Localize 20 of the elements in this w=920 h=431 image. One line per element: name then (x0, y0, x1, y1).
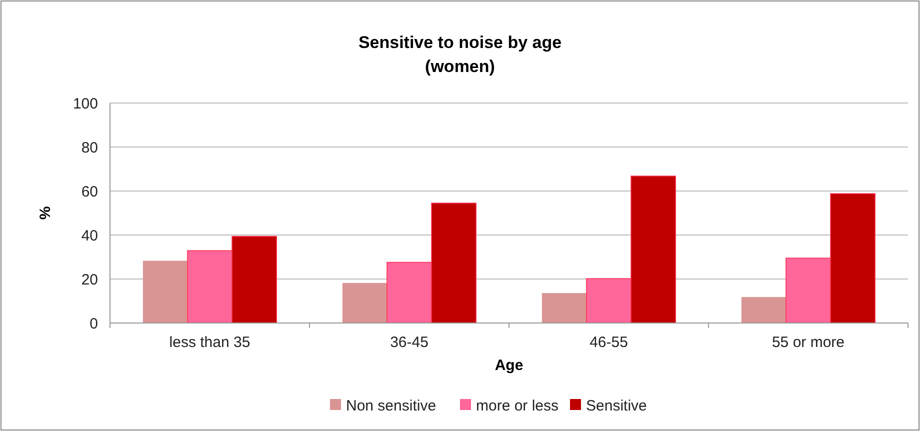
legend-label: Non sensitive (346, 397, 436, 414)
y-tick-label: 40 (81, 227, 98, 244)
legend-label: Sensitive (586, 397, 647, 414)
y-tick-label: 80 (81, 139, 98, 156)
x-tick-label: 55 or more (772, 334, 845, 351)
x-tick-label: 36-45 (390, 334, 428, 351)
bar (542, 293, 586, 323)
y-tick-label: 0 (90, 315, 98, 332)
bar (142, 260, 188, 323)
chart-title: Sensitive to noise by age (women) (358, 33, 562, 76)
x-tick-label: 46-55 (590, 334, 628, 351)
x-axis-title: Age (494, 357, 524, 374)
legend-label: more or less (476, 397, 559, 414)
bar (342, 282, 387, 323)
y-tick-label: 20 (81, 271, 98, 288)
y-tick-label: 100 (72, 95, 98, 112)
x-tick-label: less than 35 (169, 334, 250, 351)
y-tick-label: 60 (81, 183, 98, 200)
y-axis-title: % (37, 206, 54, 220)
bar (741, 297, 786, 323)
